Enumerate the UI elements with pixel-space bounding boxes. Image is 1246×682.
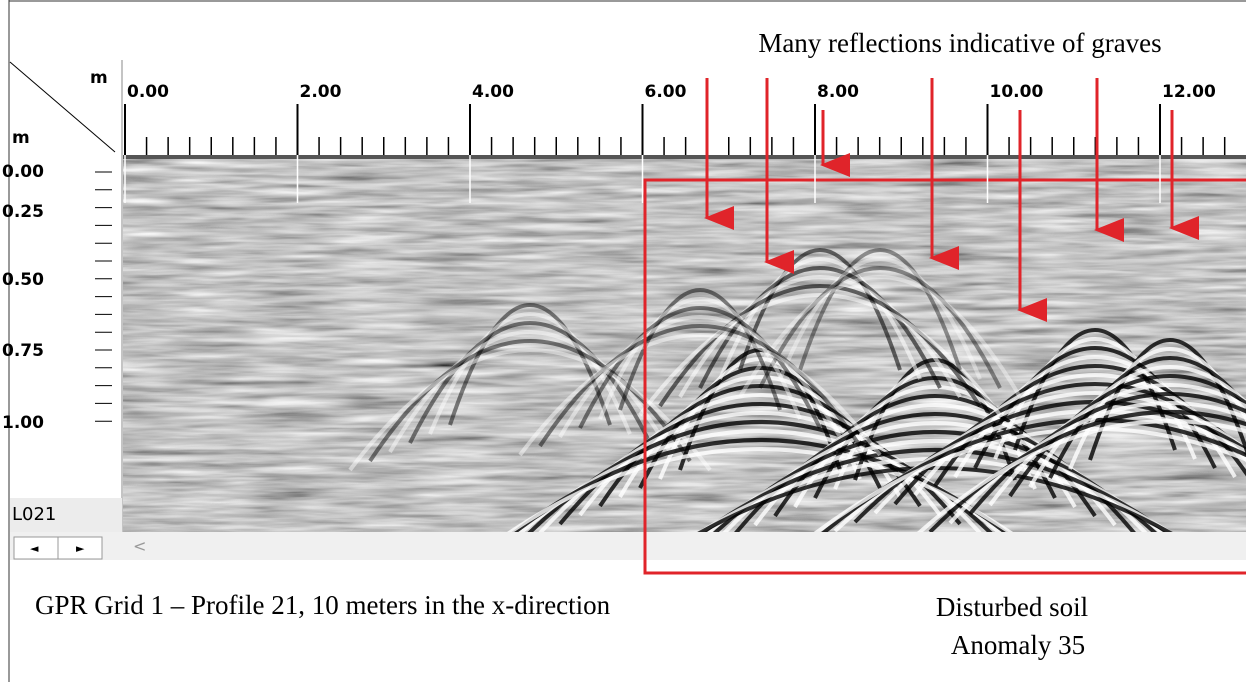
y-tick-label: 0.00 — [2, 162, 44, 182]
reflection — [428, 312, 632, 435]
profile-box — [10, 498, 122, 532]
reflections — [348, 248, 1246, 532]
reflection — [758, 266, 1002, 389]
y-tick-label: 1.00 — [2, 413, 44, 433]
scrollbar — [10, 532, 1246, 560]
reflection — [538, 324, 862, 448]
profile-label: L021 — [12, 504, 56, 525]
reflection — [558, 315, 842, 439]
reflection — [917, 419, 1246, 532]
scroll-arrow[interactable]: < — [133, 537, 146, 556]
reflection — [678, 275, 962, 399]
reflection — [578, 306, 822, 429]
reflection — [778, 257, 982, 380]
reflection — [798, 248, 962, 371]
box-label: Disturbed soil — [936, 592, 1088, 622]
scroll-right-button[interactable] — [57, 536, 103, 560]
scroll-right[interactable]: ► — [76, 542, 85, 555]
x-unit: m — [90, 68, 108, 88]
reflection — [638, 293, 1002, 417]
reflection — [718, 257, 922, 380]
reflection — [738, 275, 1022, 399]
reflection — [408, 321, 652, 444]
x-tick-label: 0.00 — [127, 82, 169, 102]
x-tick-label: 2.00 — [300, 82, 342, 102]
x-tick-label: 10.00 — [990, 82, 1044, 102]
ruler: 0.00 2.00 4.00 6.00 8.00 10.00 12.00 0.00 0.25 0.… — [2, 82, 1226, 433]
y-tick-label: 0.50 — [2, 270, 44, 290]
reflection — [348, 348, 712, 472]
reflection — [658, 284, 982, 408]
x-tick-label: 8.00 — [817, 82, 859, 102]
reflection — [698, 266, 942, 389]
x-tick-label: 4.00 — [472, 82, 514, 102]
reflection — [658, 357, 862, 480]
scroll-left[interactable]: ◄ — [30, 542, 39, 555]
y-unit: m — [12, 128, 30, 148]
box-label: Anomaly 35 — [951, 630, 1085, 660]
reflection — [448, 303, 612, 426]
reflection — [598, 297, 802, 420]
caption: GPR Grid 1 – Profile 21, 10 meters in th… — [35, 590, 611, 620]
x-tick-label: 12.00 — [1162, 82, 1216, 102]
y-tick-label: 0.75 — [2, 341, 44, 361]
reflection — [388, 330, 672, 454]
y-tick-label: 0.25 — [2, 202, 44, 222]
reflection — [518, 333, 882, 457]
anomaly-box — [643, 178, 1246, 575]
reflection — [618, 288, 782, 411]
radargram-top — [123, 155, 1246, 159]
reflection — [738, 248, 902, 371]
reflection — [1068, 347, 1246, 470]
left-panel — [10, 60, 122, 560]
corner-diagonal — [9, 61, 116, 153]
arrows — [704, 78, 1199, 322]
annotation-title: Many reflections indicative of graves — [758, 28, 1161, 58]
x-tick-label: 6.00 — [645, 82, 687, 102]
